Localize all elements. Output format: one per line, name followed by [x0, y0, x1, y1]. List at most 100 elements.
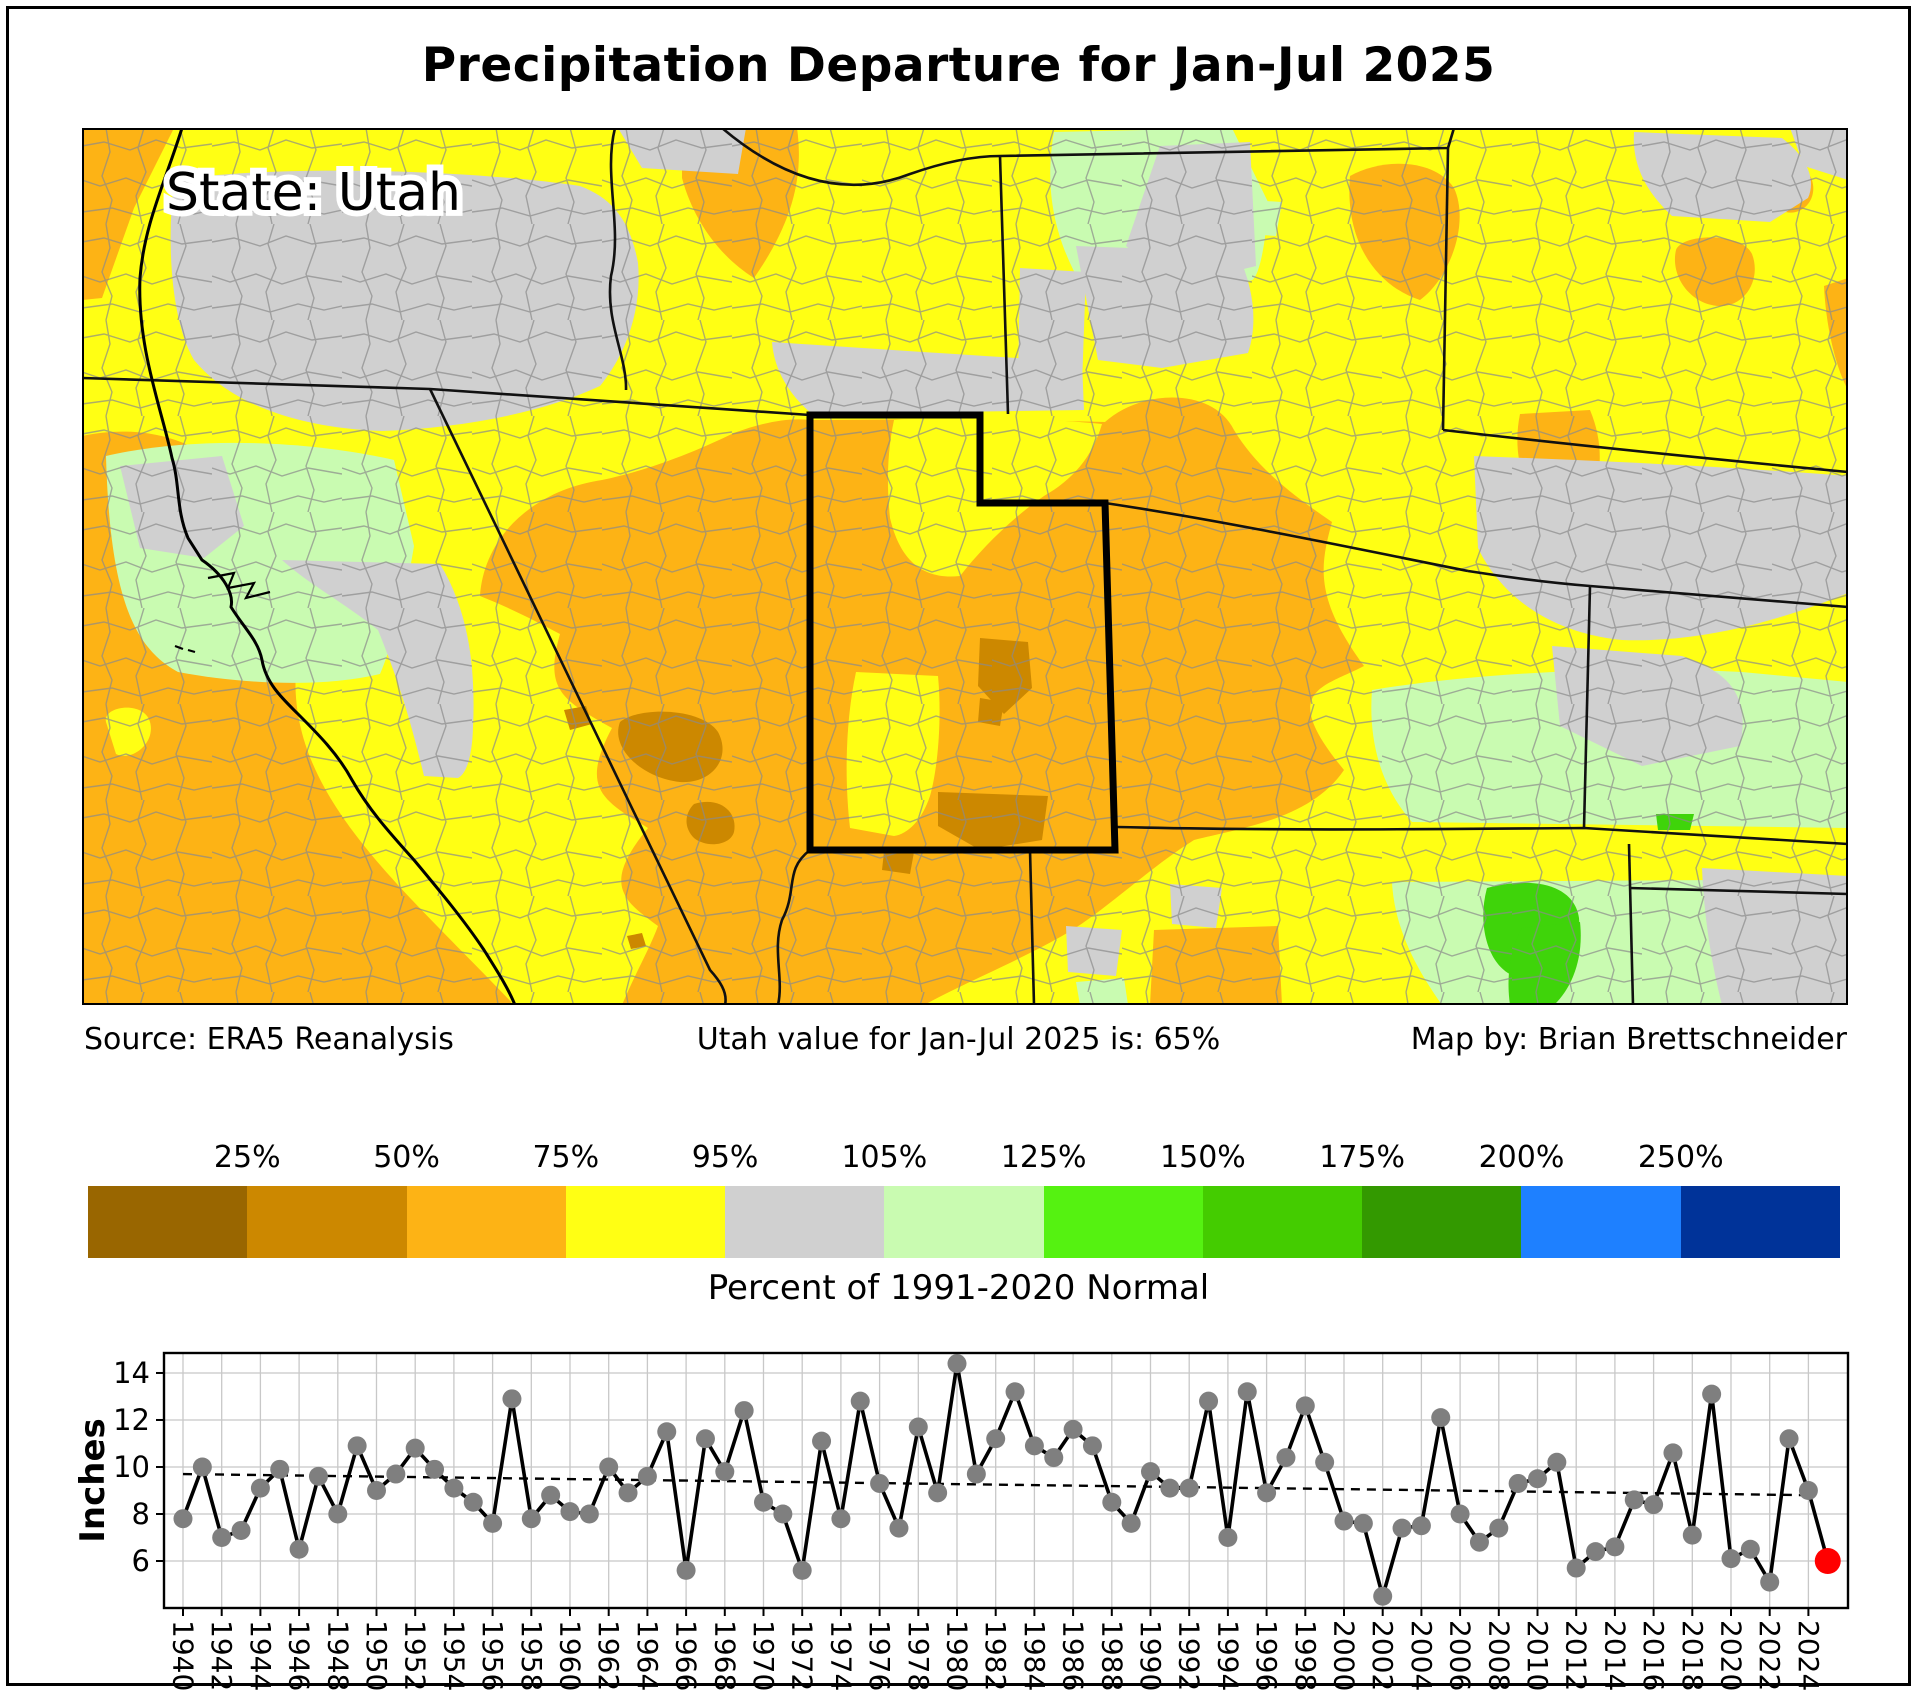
data-point — [1218, 1527, 1238, 1547]
data-point — [521, 1509, 541, 1529]
data-point — [483, 1513, 503, 1533]
data-point — [889, 1518, 909, 1538]
x-tick-label: 1948 — [321, 1620, 354, 1691]
legend-tick-label: 150% — [1160, 1140, 1246, 1175]
x-tick-label: 1986 — [1057, 1620, 1090, 1691]
data-point — [773, 1504, 793, 1524]
map-value-text: Utah value for Jan-Jul 2025 is: 65% — [696, 1022, 1221, 1057]
data-point — [792, 1560, 812, 1580]
legend-tick-label: 250% — [1637, 1140, 1724, 1175]
coastline — [138, 128, 517, 1005]
x-tick-label: 1994 — [1211, 1620, 1244, 1691]
data-point — [405, 1438, 425, 1458]
highlight-point-2025 — [1814, 1547, 1841, 1574]
legend-tick-labels: 25% 50% 75% 95% 105% 125% 150% 175% 200% 250% — [88, 1140, 1840, 1180]
x-tick-label: 1956 — [476, 1620, 509, 1691]
data-point — [386, 1464, 406, 1484]
x-tick-label: 2022 — [1753, 1620, 1786, 1691]
map-caption-row: Source: ERA5 Reanalysis Utah value for J… — [0, 1022, 1917, 1062]
x-tick-label: 2008 — [1482, 1620, 1515, 1691]
data-point — [1082, 1436, 1102, 1456]
data-point — [754, 1492, 773, 1512]
x-tick-label: 2018 — [1676, 1620, 1709, 1691]
x-tick-label: 1982 — [979, 1620, 1012, 1691]
plot-frame — [162, 1351, 1850, 1610]
legend-tick-label: 50% — [373, 1140, 440, 1175]
x-tick-label: 1978 — [902, 1620, 935, 1691]
data-point — [1605, 1537, 1625, 1557]
data-point — [908, 1417, 928, 1437]
x-tick-label: 1996 — [1250, 1620, 1283, 1691]
x-tick-label: 2006 — [1444, 1620, 1477, 1691]
map-frame — [82, 128, 1848, 1005]
x-tick-label: 1962 — [592, 1620, 625, 1691]
data-point — [734, 1401, 754, 1421]
colorbar-segment — [247, 1186, 407, 1258]
data-point — [173, 1509, 193, 1529]
choropleth-map: State: Utah — [82, 128, 1848, 1005]
x-tick-label: 2004 — [1405, 1620, 1438, 1691]
data-point — [1121, 1513, 1141, 1533]
y-axis-label: Inches — [73, 1418, 113, 1543]
county-lines-overlay — [82, 128, 1848, 1005]
colorbar-segment — [406, 1186, 566, 1258]
data-point — [444, 1478, 464, 1498]
data-point — [1644, 1495, 1664, 1515]
data-point — [947, 1354, 967, 1374]
y-tick-label: 6 — [132, 1544, 150, 1578]
x-tick-label: 2024 — [1792, 1620, 1825, 1691]
x-tick-label: 1946 — [283, 1620, 316, 1691]
data-point — [1160, 1478, 1180, 1498]
x-tick-label: 1942 — [205, 1620, 238, 1691]
x-tick-label: 1968 — [708, 1620, 741, 1691]
x-tick-label: 2002 — [1366, 1620, 1399, 1691]
data-point — [1779, 1429, 1799, 1449]
data-point — [1276, 1448, 1296, 1468]
x-tick-label: 2016 — [1637, 1620, 1670, 1691]
map-container: State: Utah — [82, 128, 1848, 1005]
map-credit-text: Map by: Brian Brettschneider — [1410, 1022, 1847, 1057]
legend-colorbar — [88, 1186, 1840, 1258]
legend-title: Percent of 1991-2020 Normal — [707, 1268, 1210, 1308]
data-point — [618, 1483, 638, 1503]
data-point — [1063, 1419, 1083, 1439]
data-point — [1798, 1480, 1818, 1500]
data-point — [1547, 1452, 1567, 1472]
colorbar-segment — [1680, 1186, 1840, 1258]
colorbar-segment — [1202, 1186, 1363, 1258]
data-point — [1624, 1490, 1644, 1510]
data-point — [1392, 1518, 1412, 1538]
data-point — [502, 1389, 522, 1409]
data-point — [1237, 1382, 1257, 1402]
data-point — [192, 1457, 212, 1477]
data-point — [560, 1502, 580, 1522]
colorbar-segment — [88, 1186, 248, 1258]
legend-tick-label: 75% — [532, 1140, 600, 1175]
x-tick-label: 1976 — [863, 1620, 896, 1691]
data-point — [599, 1457, 619, 1477]
legend-tick-label: 200% — [1478, 1140, 1565, 1175]
data-point — [637, 1466, 657, 1486]
colorbar-segment — [725, 1186, 885, 1258]
data-point — [1044, 1448, 1064, 1468]
data-point — [250, 1478, 270, 1498]
data-point — [966, 1464, 986, 1484]
data-point — [1682, 1525, 1702, 1545]
data-point — [676, 1560, 696, 1580]
map-state-label: State: Utah — [166, 163, 461, 223]
x-tick-label: 1972 — [786, 1620, 819, 1691]
data-point — [1489, 1518, 1509, 1538]
data-point — [986, 1429, 1006, 1449]
data-point — [1760, 1572, 1780, 1592]
data-point — [1450, 1504, 1470, 1524]
legend-tick-label: 175% — [1319, 1140, 1406, 1175]
data-point — [231, 1520, 251, 1540]
data-point — [1566, 1558, 1586, 1578]
y-tick-label: 14 — [113, 1356, 150, 1390]
colorbar-segment — [884, 1186, 1044, 1258]
data-point — [695, 1429, 715, 1449]
data-point — [812, 1431, 832, 1451]
data-point — [715, 1462, 735, 1482]
colorbar-segment — [1043, 1186, 1203, 1258]
x-tick-label: 2000 — [1328, 1620, 1361, 1691]
